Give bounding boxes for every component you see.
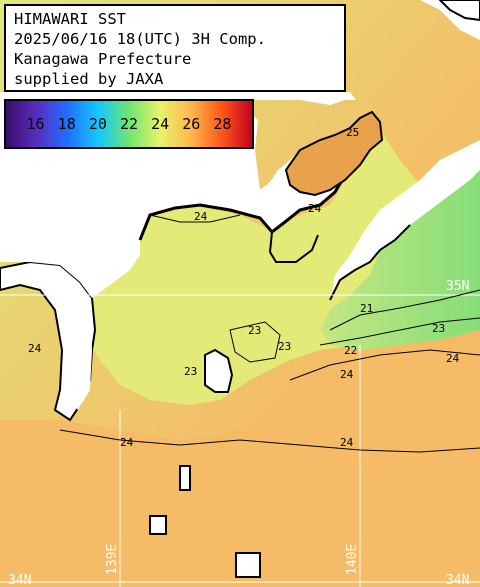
color-scale-gradient — [6, 101, 252, 147]
lon-label-139e: 139E — [105, 544, 120, 575]
title-line: HIMAWARI SST — [14, 10, 126, 28]
land-top-right — [438, 0, 480, 22]
contour-label: 24 — [446, 352, 460, 365]
contour-line-22 — [329, 289, 480, 331]
land-east — [330, 0, 480, 300]
scale-label: 18 — [57, 115, 76, 133]
island-1 — [149, 515, 167, 535]
color-scale-labels: 16 18 20 22 24 26 28 — [6, 101, 252, 147]
island-2 — [235, 552, 261, 578]
contour-label: 22 — [344, 344, 357, 357]
lat-label-34n-right: 34N — [446, 573, 469, 587]
contour-label: 24 — [120, 436, 134, 449]
island-3 — [179, 465, 191, 491]
contour-label: 23 — [278, 340, 291, 353]
contour-line-24 — [289, 349, 480, 381]
scale-label: 28 — [213, 115, 232, 133]
contour-line-24-north — [149, 214, 241, 223]
promontory-north — [284, 110, 384, 197]
lat-label-35n: 35N — [446, 279, 469, 294]
contour-label: 21 — [360, 302, 373, 315]
coast-bay-head — [268, 231, 319, 263]
info-panel: HIMAWARI SST 2025/06/16 18(UTC) 3H Comp. K… — [4, 4, 346, 92]
color-scale: 16 18 20 22 24 26 28 — [4, 99, 254, 149]
lon-label-140e: 140E — [345, 544, 360, 575]
contour-line-24-south — [59, 429, 480, 453]
contour-label: 24 — [308, 202, 322, 215]
contour-label: 24 — [340, 436, 354, 449]
scale-label: 16 — [26, 115, 45, 133]
lat-label-34n-left: 34N — [8, 573, 31, 587]
land-west-inner — [65, 300, 92, 410]
contour-line-23 — [319, 317, 480, 346]
contour-label: 23 — [432, 322, 445, 335]
scale-label: 24 — [151, 115, 170, 133]
contour-label: 23 — [248, 324, 261, 337]
region-line: Kanagawa Prefecture — [14, 50, 192, 68]
scale-label: 22 — [119, 115, 139, 133]
timestamp-line: 2025/06/16 18(UTC) 3H Comp. — [14, 30, 266, 48]
contour-label: 25 — [346, 126, 359, 139]
coast-east — [329, 224, 411, 301]
scale-label: 26 — [182, 115, 201, 133]
peninsula-middle — [204, 348, 234, 393]
contour-label: 24 — [28, 342, 42, 355]
scale-label: 20 — [88, 115, 107, 133]
contour-label: 23 — [184, 365, 197, 378]
credit-line: supplied by JAXA — [14, 70, 164, 88]
contour-label: 24 — [194, 210, 208, 223]
contour-closed-23 — [229, 321, 281, 363]
contour-label: 24 — [340, 368, 354, 381]
